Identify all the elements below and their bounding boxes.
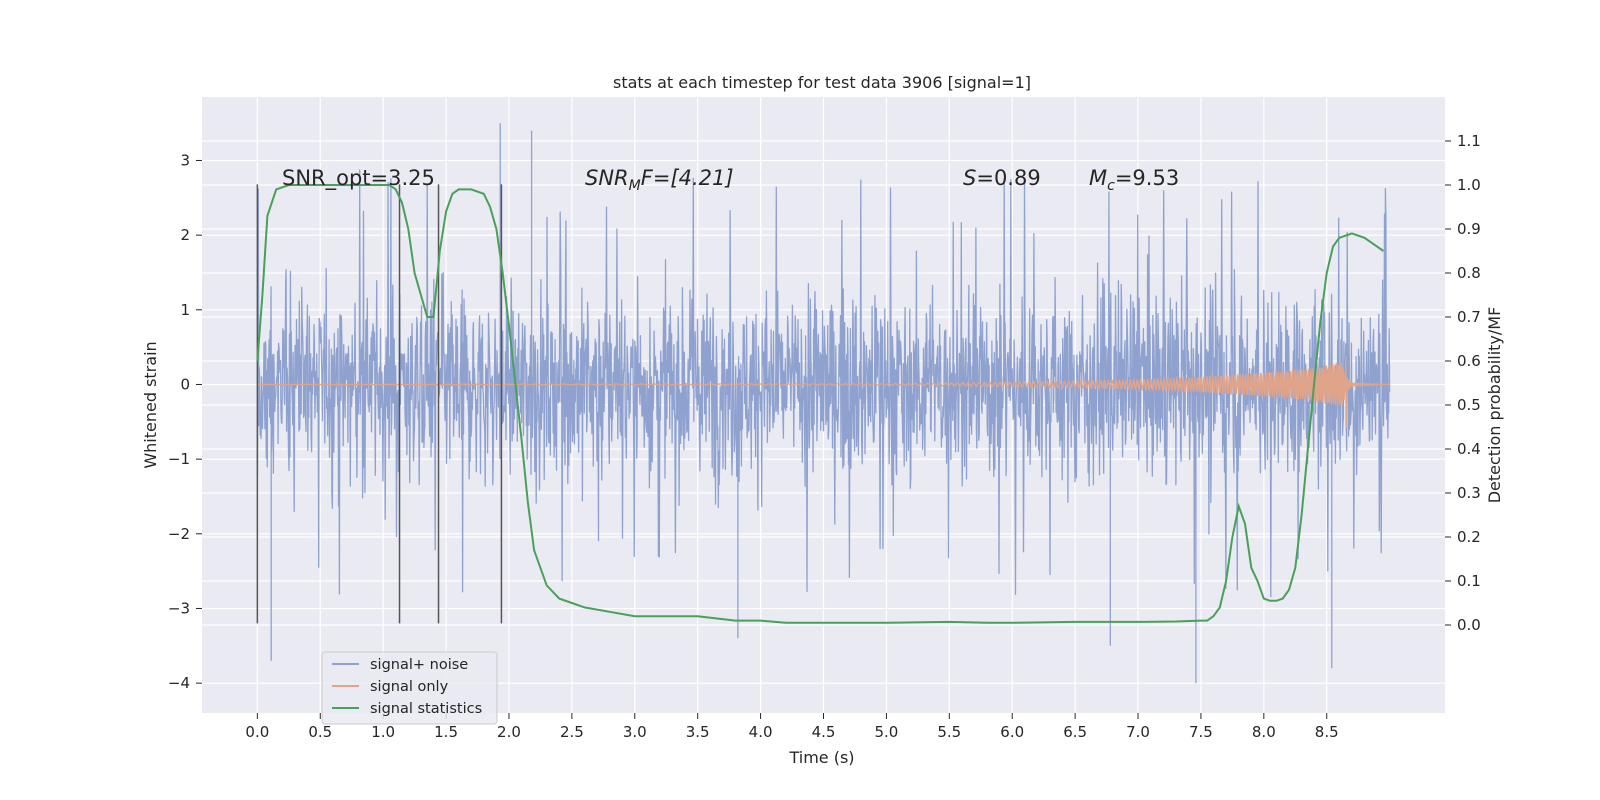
x-tick-label: 5.5 bbox=[937, 723, 961, 741]
x-tick-label: 4.5 bbox=[812, 723, 836, 741]
x-tick-label: 6.0 bbox=[1000, 723, 1024, 741]
x-tick-label: 2.0 bbox=[497, 723, 521, 741]
y-tick-label-right: 0.2 bbox=[1457, 528, 1481, 546]
stats-line bbox=[256, 184, 1384, 624]
y-tick-label-left: −4 bbox=[168, 674, 190, 692]
annotation-s-main: S bbox=[963, 166, 976, 190]
annotation-snr-mf-sub: M bbox=[629, 178, 641, 194]
y-tick-label-right: 0.9 bbox=[1457, 220, 1481, 238]
y-tick-label-left: 3 bbox=[180, 151, 190, 169]
x-tick-label: 2.5 bbox=[560, 723, 584, 741]
y-tick-label-right: 0.4 bbox=[1457, 440, 1481, 458]
x-tick-label: 4.0 bbox=[749, 723, 773, 741]
y-tick-label-right: 0.0 bbox=[1457, 616, 1481, 634]
y-tick-label-right: 0.1 bbox=[1457, 572, 1481, 590]
annotation-snr-mf: SNRMF=[4.21] bbox=[585, 166, 734, 194]
x-tick-label: 6.5 bbox=[1063, 723, 1087, 741]
x-tick-label: 5.0 bbox=[874, 723, 898, 741]
legend: signal+ noise signal only signal statist… bbox=[321, 651, 498, 725]
y-tick-label-left: −3 bbox=[168, 599, 190, 617]
y-ticks-left: −4 −3 −2 −1 0 1 2 3 bbox=[168, 151, 202, 692]
annotation-snr-mf-main: SNR bbox=[585, 166, 629, 190]
signal-series bbox=[257, 356, 1390, 428]
annotation-mc-sub: c bbox=[1107, 178, 1115, 194]
y-tick-label-left: −2 bbox=[168, 525, 190, 543]
x-axis-label: Time (s) bbox=[788, 748, 854, 767]
y-tick-label-right: 0.7 bbox=[1457, 308, 1481, 326]
signal-line bbox=[257, 356, 1390, 428]
annotation-s: S=0.89 bbox=[963, 166, 1041, 190]
x-tick-label: 3.5 bbox=[686, 723, 710, 741]
y-tick-label-right: 0.5 bbox=[1457, 396, 1481, 414]
x-tick-label: 7.5 bbox=[1189, 723, 1213, 741]
x-tick-label: 8.5 bbox=[1315, 723, 1339, 741]
y-tick-label-right: 1.0 bbox=[1457, 176, 1481, 194]
legend-label-stats: signal statistics bbox=[370, 701, 482, 717]
x-tick-label: 0.5 bbox=[308, 723, 332, 741]
y-tick-label-right: 0.6 bbox=[1457, 352, 1481, 370]
annotation-snr-mf-rest: F=[4.21] bbox=[641, 166, 734, 190]
x-tick-label: 1.5 bbox=[434, 723, 458, 741]
annotation-mc: Mc=9.53 bbox=[1089, 166, 1179, 194]
legend-label-noise: signal+ noise bbox=[370, 657, 468, 673]
y-ticks-right: 0.0 0.1 0.2 0.3 0.4 0.5 0.6 0.7 0.8 0.9 1.0 1.1 bbox=[1445, 132, 1481, 634]
chart-title: stats at each timestep for test data 390… bbox=[613, 73, 1031, 92]
x-tick-label: 3.0 bbox=[623, 723, 647, 741]
y-axis-label-right: Detection probability/MF bbox=[1485, 307, 1504, 504]
y-axis-label-left: Whitened strain bbox=[141, 341, 160, 468]
y-tick-label-right: 0.8 bbox=[1457, 264, 1481, 282]
y-tick-label-left: 2 bbox=[180, 226, 190, 244]
annotation-snr-opt: SNR_opt=3.25 bbox=[282, 166, 435, 191]
y-tick-label-left: −1 bbox=[168, 450, 190, 468]
y-tick-label-left: 0 bbox=[180, 375, 190, 393]
x-tick-label: 1.0 bbox=[371, 723, 395, 741]
annotation-mc-main: M bbox=[1089, 166, 1107, 190]
x-tick-label: 7.0 bbox=[1126, 723, 1150, 741]
x-tick-label: 0.0 bbox=[245, 723, 269, 741]
annotation-s-rest: =0.89 bbox=[976, 166, 1040, 190]
legend-label-signal: signal only bbox=[370, 679, 449, 695]
y-tick-label-left: 1 bbox=[180, 301, 190, 319]
y-tick-label-right: 1.1 bbox=[1457, 132, 1481, 150]
x-ticks: 0.0 0.5 1.0 1.5 2.0 2.5 3.0 3.5 4.0 4.5 5.0 5.5 6.0 6… bbox=[245, 713, 1339, 741]
legend-box bbox=[321, 651, 498, 725]
y-tick-label-right: 0.3 bbox=[1457, 484, 1481, 502]
stats-series bbox=[256, 184, 1384, 624]
annotation-mc-rest: =9.53 bbox=[1115, 166, 1179, 190]
x-tick-label: 8.0 bbox=[1252, 723, 1276, 741]
